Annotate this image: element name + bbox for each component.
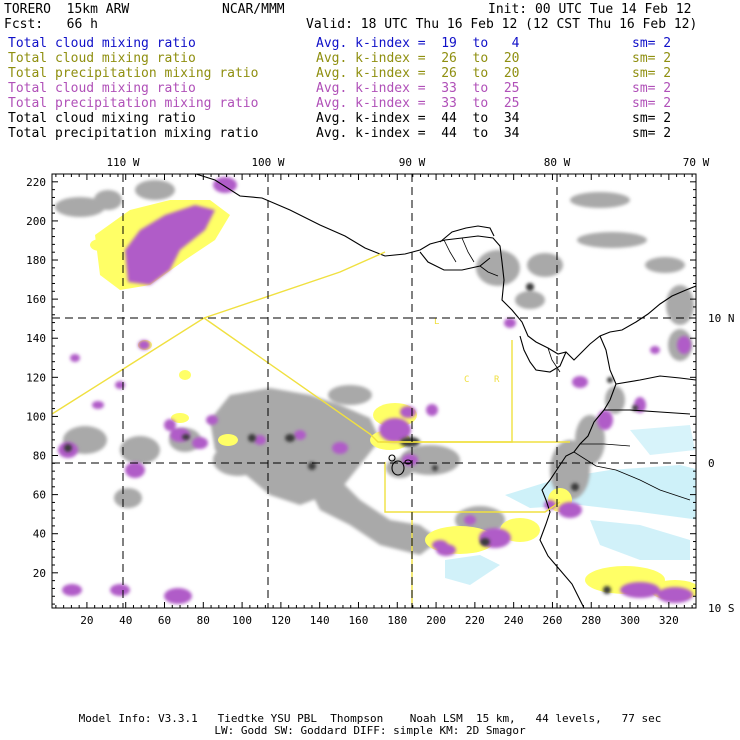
latitude-label: 10 S bbox=[708, 602, 735, 615]
x-tick-label: 80 bbox=[197, 614, 210, 627]
legend-field: Total cloud mixing ratio bbox=[8, 81, 196, 96]
boundary-markers: L C R bbox=[434, 317, 500, 385]
longitude-label: 70 W bbox=[683, 156, 710, 169]
legend-field: Total precipitation mixing ratio bbox=[8, 66, 259, 81]
legend-k-index: Avg. k-index = 33 to 25 bbox=[316, 81, 520, 96]
model-title: TORERO 15km ARW bbox=[4, 2, 130, 17]
dark-cloud-cores bbox=[64, 283, 638, 594]
graticule bbox=[52, 174, 696, 608]
legend-smoothing: sm= 2 bbox=[632, 96, 672, 111]
legend-smoothing: sm= 2 bbox=[632, 66, 672, 81]
longitude-label: 110 W bbox=[106, 156, 139, 169]
x-tick-label: 200 bbox=[426, 614, 446, 627]
x-tick-label: 180 bbox=[387, 614, 407, 627]
longitude-label: 90 W bbox=[399, 156, 426, 169]
y-tick-label: 120 bbox=[26, 371, 46, 384]
legend-row: Total precipitation mixing ratio Avg. k-i… bbox=[8, 126, 728, 141]
forecast-hour: Fcst: 66 h bbox=[4, 17, 98, 32]
y-tick-label: 180 bbox=[26, 254, 46, 267]
valid-time: Valid: 18 UTC Thu 16 Feb 12 (12 CST Thu … bbox=[306, 17, 698, 32]
country-borders bbox=[443, 237, 691, 501]
longitude-label: 100 W bbox=[251, 156, 284, 169]
legend-row: Total cloud mixing ratio Avg. k-index = 1… bbox=[8, 36, 728, 51]
legend-row: Total precipitation mixing ratio Avg. k-i… bbox=[8, 96, 728, 111]
y-tick-label: 200 bbox=[26, 215, 46, 228]
x-tick-label: 160 bbox=[349, 614, 369, 627]
legend-k-index: Avg. k-index = 26 to 20 bbox=[316, 51, 520, 66]
x-tick-label: 280 bbox=[581, 614, 601, 627]
y-tick-label: 40 bbox=[33, 528, 46, 541]
legend-row: Total precipitation mixing ratio Avg. k-i… bbox=[8, 66, 728, 81]
legend-k-index: Avg. k-index = 19 to 4 bbox=[316, 36, 520, 51]
y-tick-label: 160 bbox=[26, 293, 46, 306]
legend-field: Total cloud mixing ratio bbox=[8, 111, 196, 126]
x-tick-label: 240 bbox=[504, 614, 524, 627]
y-tick-label: 80 bbox=[33, 450, 46, 463]
legend-smoothing: sm= 2 bbox=[632, 111, 672, 126]
legend-row: Total cloud mixing ratio Avg. k-index = 3… bbox=[8, 81, 728, 96]
x-tick-label: 140 bbox=[310, 614, 330, 627]
y-tick-label: 140 bbox=[26, 332, 46, 345]
axis-labels: 20 40 60 80 100 120 140 160 180 200 220 240 260 280 30… bbox=[26, 156, 734, 627]
legend-field: Total precipitation mixing ratio bbox=[8, 126, 259, 141]
x-tick-label: 260 bbox=[543, 614, 563, 627]
field-layer: L C R bbox=[52, 174, 696, 608]
footer-model-info: Model Info: V3.3.1 Tiedtke YSU PBL Thomp… bbox=[78, 712, 662, 725]
latitude-label: 0 bbox=[708, 457, 715, 470]
latitude-label: 10 N bbox=[708, 312, 735, 325]
legend-row: Total cloud mixing ratio Avg. k-index = 2… bbox=[8, 51, 728, 66]
x-tick-label: 300 bbox=[620, 614, 640, 627]
y-tick-label: 100 bbox=[26, 410, 46, 423]
y-tick-label: 60 bbox=[33, 489, 46, 502]
legend-smoothing: sm= 2 bbox=[632, 81, 672, 96]
org-label: NCAR/MMM bbox=[222, 2, 285, 17]
axis-ticks bbox=[52, 174, 696, 608]
legend-k-index: Avg. k-index = 33 to 25 bbox=[316, 96, 520, 111]
x-tick-label: 60 bbox=[158, 614, 171, 627]
legend-field: Total cloud mixing ratio bbox=[8, 51, 196, 66]
legend-row: Total cloud mixing ratio Avg. k-index = 4… bbox=[8, 111, 728, 126]
x-tick-label: 100 bbox=[232, 614, 252, 627]
legend-field: Total cloud mixing ratio bbox=[8, 36, 196, 51]
legend-smoothing: sm= 2 bbox=[632, 36, 672, 51]
x-tick-label: 40 bbox=[119, 614, 132, 627]
longitude-label: 80 W bbox=[544, 156, 571, 169]
coastlines bbox=[195, 174, 696, 608]
legend-k-index: Avg. k-index = 26 to 20 bbox=[316, 66, 520, 81]
y-tick-label: 20 bbox=[33, 567, 46, 580]
x-tick-label: 220 bbox=[465, 614, 485, 627]
legend-field: Total precipitation mixing ratio bbox=[8, 96, 259, 111]
x-tick-label: 20 bbox=[80, 614, 93, 627]
legend-k-index: Avg. k-index = 44 to 34 bbox=[316, 111, 520, 126]
svg-text:C: C bbox=[464, 375, 469, 385]
x-tick-label: 120 bbox=[271, 614, 291, 627]
svg-text:R: R bbox=[494, 375, 500, 385]
legend-smoothing: sm= 2 bbox=[632, 126, 672, 141]
svg-text:L: L bbox=[434, 317, 439, 327]
footer-physics-info: LW: Godd SW: Goddard DIFF: simple KM: 2D… bbox=[214, 724, 526, 737]
x-tick-label: 320 bbox=[659, 614, 679, 627]
y-tick-label: 220 bbox=[26, 176, 46, 189]
legend-smoothing: sm= 2 bbox=[632, 51, 672, 66]
init-time: Init: 00 UTC Tue 14 Feb 12 bbox=[488, 2, 692, 17]
legend-k-index: Avg. k-index = 44 to 34 bbox=[316, 126, 520, 141]
